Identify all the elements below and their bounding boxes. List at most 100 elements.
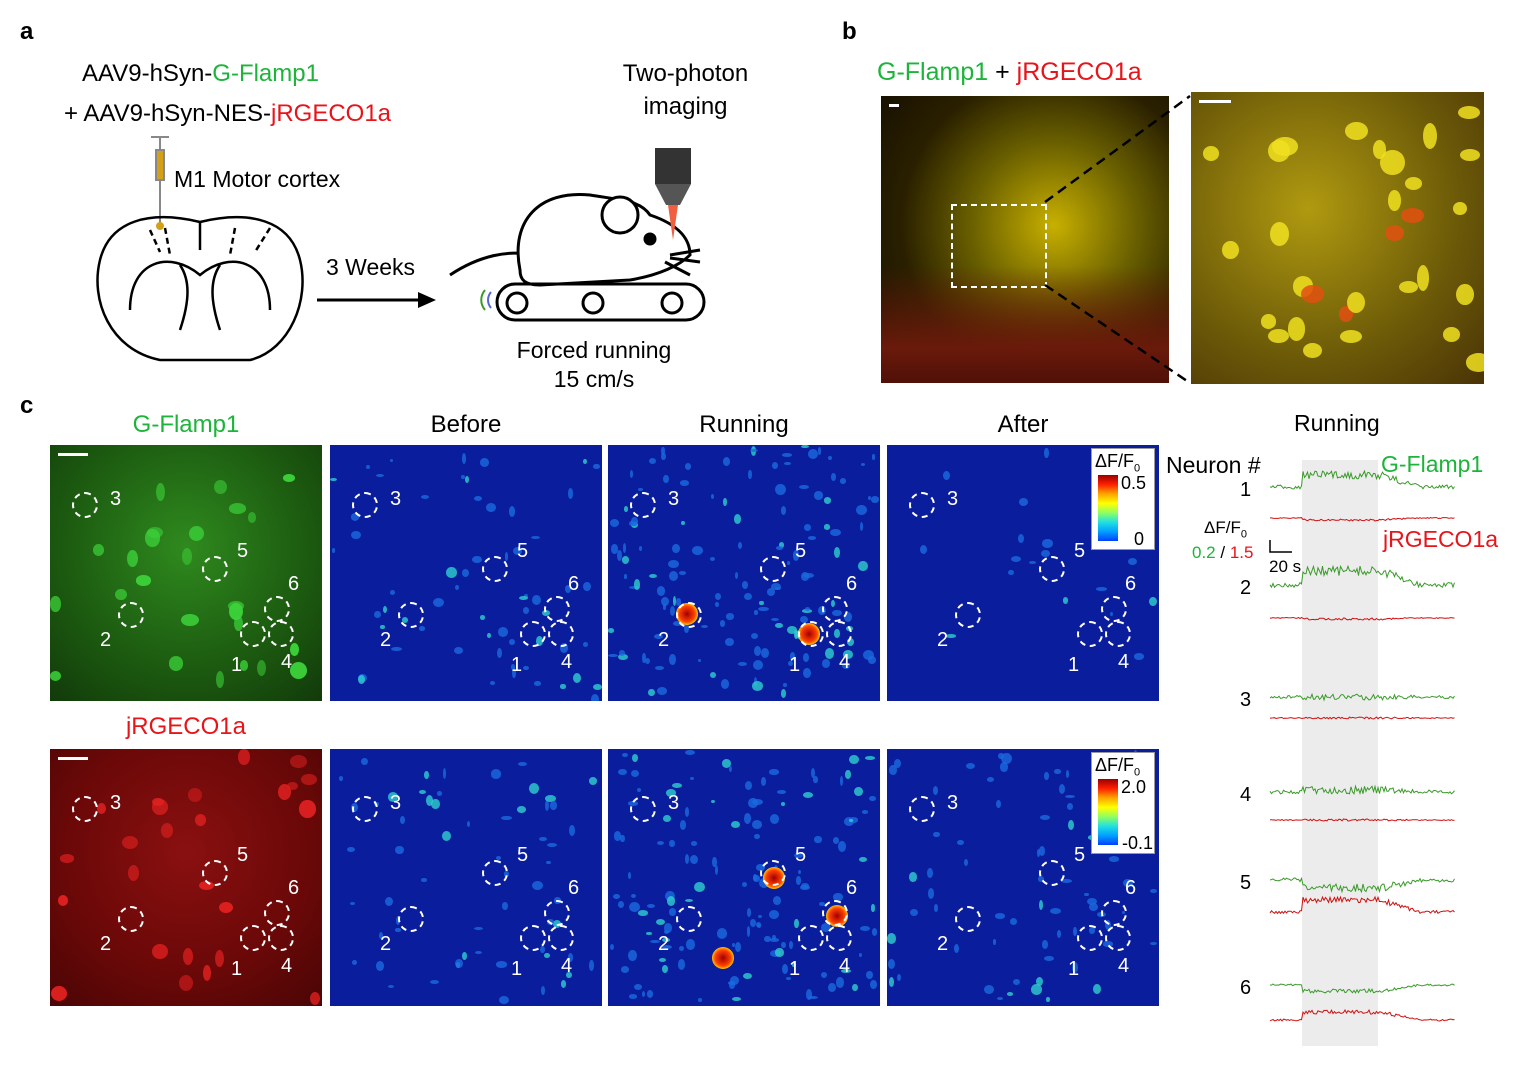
- neuron-roi-circle: [202, 860, 228, 886]
- colorbar-gradient: [1098, 779, 1118, 845]
- scale-bar: [58, 757, 88, 760]
- neuron-roi-circle: [118, 906, 144, 932]
- neuron-roi-circle: [352, 796, 378, 822]
- neuron-roi-label: 4: [1118, 651, 1130, 673]
- scale-label: ΔF/F0: [1204, 518, 1247, 541]
- neuron-roi-circle: [676, 906, 702, 932]
- colorbar: ΔF/F0 2.0 -0.1: [1091, 752, 1155, 854]
- neuron-roi-circle: [240, 621, 266, 647]
- colorbar-min: 0: [1134, 529, 1145, 549]
- running-period-band: [1302, 460, 1378, 1046]
- neuron-roi-label: 5: [237, 540, 249, 562]
- neuron-roi-label: 1: [231, 958, 243, 980]
- neuron-roi-label: 2: [937, 629, 949, 651]
- neuron-roi-label: 6: [288, 573, 300, 595]
- neuron-roi-label: 2: [380, 629, 392, 651]
- neuron-roi-circle: [1105, 925, 1131, 951]
- colorbar-min: -0.1: [1122, 833, 1154, 853]
- mouse-on-treadmill-icon: [449, 192, 706, 322]
- scale-time: 20 s: [1269, 557, 1302, 576]
- neuron-roi-label: 2: [380, 933, 392, 955]
- neuron-roi-circle: [482, 860, 508, 886]
- neuron-number: 6: [1240, 977, 1252, 999]
- neuron-roi-circle: [548, 621, 574, 647]
- neuron-roi-label: 3: [668, 488, 680, 510]
- panel-label-a: a: [20, 18, 34, 45]
- scale-bar: [1269, 540, 1292, 553]
- neuron-roi-label: 4: [561, 651, 573, 673]
- trace-green-neuron-6: [1269, 983, 1455, 994]
- neuron-roi-circle: [268, 621, 294, 647]
- neuron-roi-label: 5: [517, 540, 529, 562]
- neuron-roi-label: 4: [561, 955, 573, 977]
- column-title: After: [997, 411, 1049, 438]
- neuron-roi-label: 3: [110, 792, 122, 814]
- neuron-roi-circle: [72, 492, 98, 518]
- neuron-roi-circle: [1039, 860, 1065, 886]
- colorbar-gradient: [1098, 475, 1118, 541]
- trace-red-neuron-3: [1269, 716, 1455, 720]
- neuron-roi-label: 4: [281, 955, 293, 977]
- neuron-roi-label: 6: [846, 573, 858, 595]
- objective-lens-icon: [655, 148, 691, 240]
- neuron-roi-circle: [630, 492, 656, 518]
- neuron-roi-circle: [630, 796, 656, 822]
- neuron-roi-label: 4: [281, 651, 293, 673]
- neuron-roi-label: 6: [1125, 573, 1137, 595]
- legend-red: jRGECO1a: [1383, 526, 1499, 552]
- neuron-roi-circle: [909, 796, 935, 822]
- gflamp1-image: 3 5 6 2 1 4: [50, 445, 322, 701]
- neuron-roi-circle: [760, 860, 786, 886]
- neuron-roi-label: 5: [795, 844, 807, 866]
- neuron-roi-label: 6: [288, 877, 300, 899]
- neuron-roi-circle: [826, 925, 852, 951]
- neuron-roi-label: 3: [947, 792, 959, 814]
- dff-map-after: 3 5 6 2 1 4 ΔF/F0 0.5 0: [887, 445, 1159, 701]
- colorbar-max: 0.5: [1121, 473, 1147, 493]
- neuron-roi-label: 2: [658, 629, 670, 651]
- neuron-roi-label: 5: [237, 844, 249, 866]
- neuron-roi-circle: [520, 925, 546, 951]
- zoom-lines: [1044, 94, 1191, 385]
- traces-title: Running: [1294, 410, 1380, 436]
- neuron-roi-circle: [798, 925, 824, 951]
- injection-needle-icon: [151, 136, 169, 230]
- neuron-roi-label: 3: [390, 792, 402, 814]
- neuron-roi-circle: [1077, 925, 1103, 951]
- neuron-roi-circle: [955, 602, 981, 628]
- legend-green: G-Flamp1: [1381, 451, 1484, 477]
- neuron-roi-circle: [118, 602, 144, 628]
- zoom-region-box: [951, 204, 1047, 288]
- neuron-roi-label: 5: [1074, 844, 1086, 866]
- neuron-roi-circle: [826, 621, 852, 647]
- neuron-roi-circle: [1105, 621, 1131, 647]
- brain-section-icon: [96, 216, 304, 362]
- neuron-roi-circle: [268, 925, 294, 951]
- neuron-roi-label: 3: [110, 488, 122, 510]
- neuron-roi-circle: [548, 925, 574, 951]
- scale-values: 0.2 / 1.5: [1192, 543, 1254, 562]
- colorbar: ΔF/F0 0.5 0: [1091, 448, 1155, 550]
- imaging-label-1: Two-photon: [622, 60, 749, 87]
- colorbar-label: ΔF/F0: [1095, 755, 1141, 779]
- neuron-roi-circle: [240, 925, 266, 951]
- column-title: Running: [699, 411, 789, 438]
- neuron-roi-circle: [352, 492, 378, 518]
- neuron-roi-circle: [909, 492, 935, 518]
- neuron-roi-circle: [202, 556, 228, 582]
- trace-green-neuron-2: [1269, 564, 1455, 589]
- neuron-roi-label: 6: [568, 877, 580, 899]
- running-label-1: Forced running: [516, 337, 672, 363]
- scale-bar: [58, 453, 88, 456]
- neuron-roi-label: 2: [100, 933, 112, 955]
- row-title-jrgeco1a: jRGECO1a: [125, 713, 247, 740]
- neuron-header: Neuron #: [1166, 452, 1261, 478]
- panel-label-b: b: [842, 18, 857, 45]
- scale-bar: [889, 104, 899, 107]
- neuron-roi-circle: [676, 602, 702, 628]
- jrgeco1a-image: 3 5 6 2 1 4: [50, 749, 322, 1006]
- dff-map-after: 3 5 6 2 1 4 ΔF/F0 2.0 -0.1: [887, 749, 1159, 1006]
- trace-red-neuron-6: [1269, 1008, 1455, 1022]
